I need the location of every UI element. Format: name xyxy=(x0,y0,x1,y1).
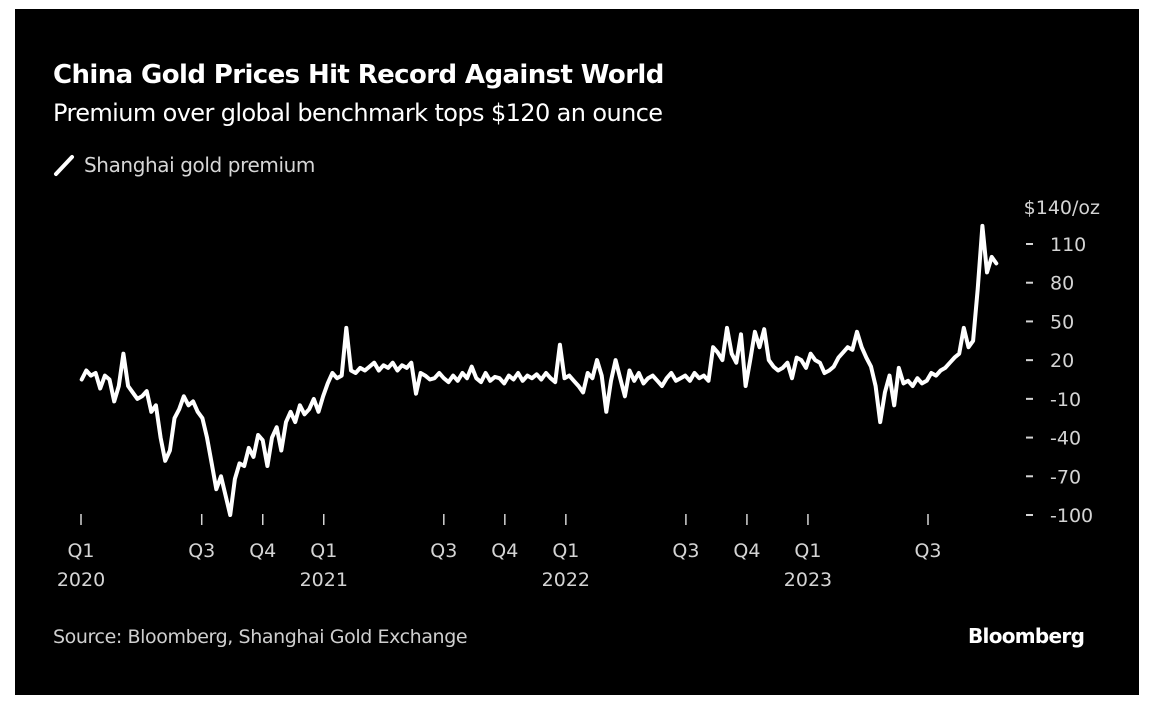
bloomberg-logo: Bloomberg xyxy=(968,624,1085,648)
series-line-shanghai-gold-premium xyxy=(79,223,999,517)
x-tick-label: Q3 xyxy=(188,540,215,562)
x-tick-label: Q3 xyxy=(430,540,457,562)
y-axis: 110 80 50 20 -10 -40 -70 -100 xyxy=(1026,234,1093,527)
x-tick-label: Q3 xyxy=(672,540,699,562)
x-tick-label: Q1 xyxy=(552,540,579,562)
x-tick-label: Q1 xyxy=(310,540,337,562)
x-tick-label: Q1 xyxy=(67,540,94,562)
source-note: Source: Bloomberg, Shanghai Gold Exchang… xyxy=(53,626,468,648)
y-tick-label: 80 xyxy=(1050,273,1074,295)
y-tick-label: -70 xyxy=(1050,466,1081,488)
x-tick-label: Q1 xyxy=(794,540,821,562)
legend-label: Shanghai gold premium xyxy=(84,153,315,177)
y-tick-label: 110 xyxy=(1050,234,1086,256)
series-group xyxy=(79,223,999,517)
x-tick-year-label: 2021 xyxy=(300,569,348,591)
x-tick-label: Q4 xyxy=(733,540,760,562)
chart-title: China Gold Prices Hit Record Against Wor… xyxy=(53,60,664,90)
x-tick-year-label: 2023 xyxy=(784,569,832,591)
x-tick-year-label: 2020 xyxy=(57,569,105,591)
line-swatch-icon xyxy=(53,153,75,177)
x-tick-label: Q3 xyxy=(914,540,941,562)
x-tick-year-label: 2022 xyxy=(542,569,590,591)
y-tick-label: -10 xyxy=(1050,389,1081,411)
chart-subtitle: Premium over global benchmark tops $120 … xyxy=(53,99,663,127)
y-tick-label: -100 xyxy=(1050,505,1093,527)
y-tick-label: 20 xyxy=(1050,350,1074,372)
legend: Shanghai gold premium xyxy=(53,153,315,177)
y-axis-unit-label: $140/oz xyxy=(1024,197,1100,219)
y-tick-label: 50 xyxy=(1050,311,1074,333)
y-tick-label: -40 xyxy=(1050,428,1081,450)
x-axis: Q1 2020 Q3 Q4 Q1 2021 Q3 Q4 Q1 2022 Q3 Q4 Q1 2023 Q3 xyxy=(57,514,942,591)
x-tick-label: Q4 xyxy=(491,540,518,562)
chart-frame xyxy=(15,9,1139,695)
x-tick-label: Q4 xyxy=(249,540,276,562)
